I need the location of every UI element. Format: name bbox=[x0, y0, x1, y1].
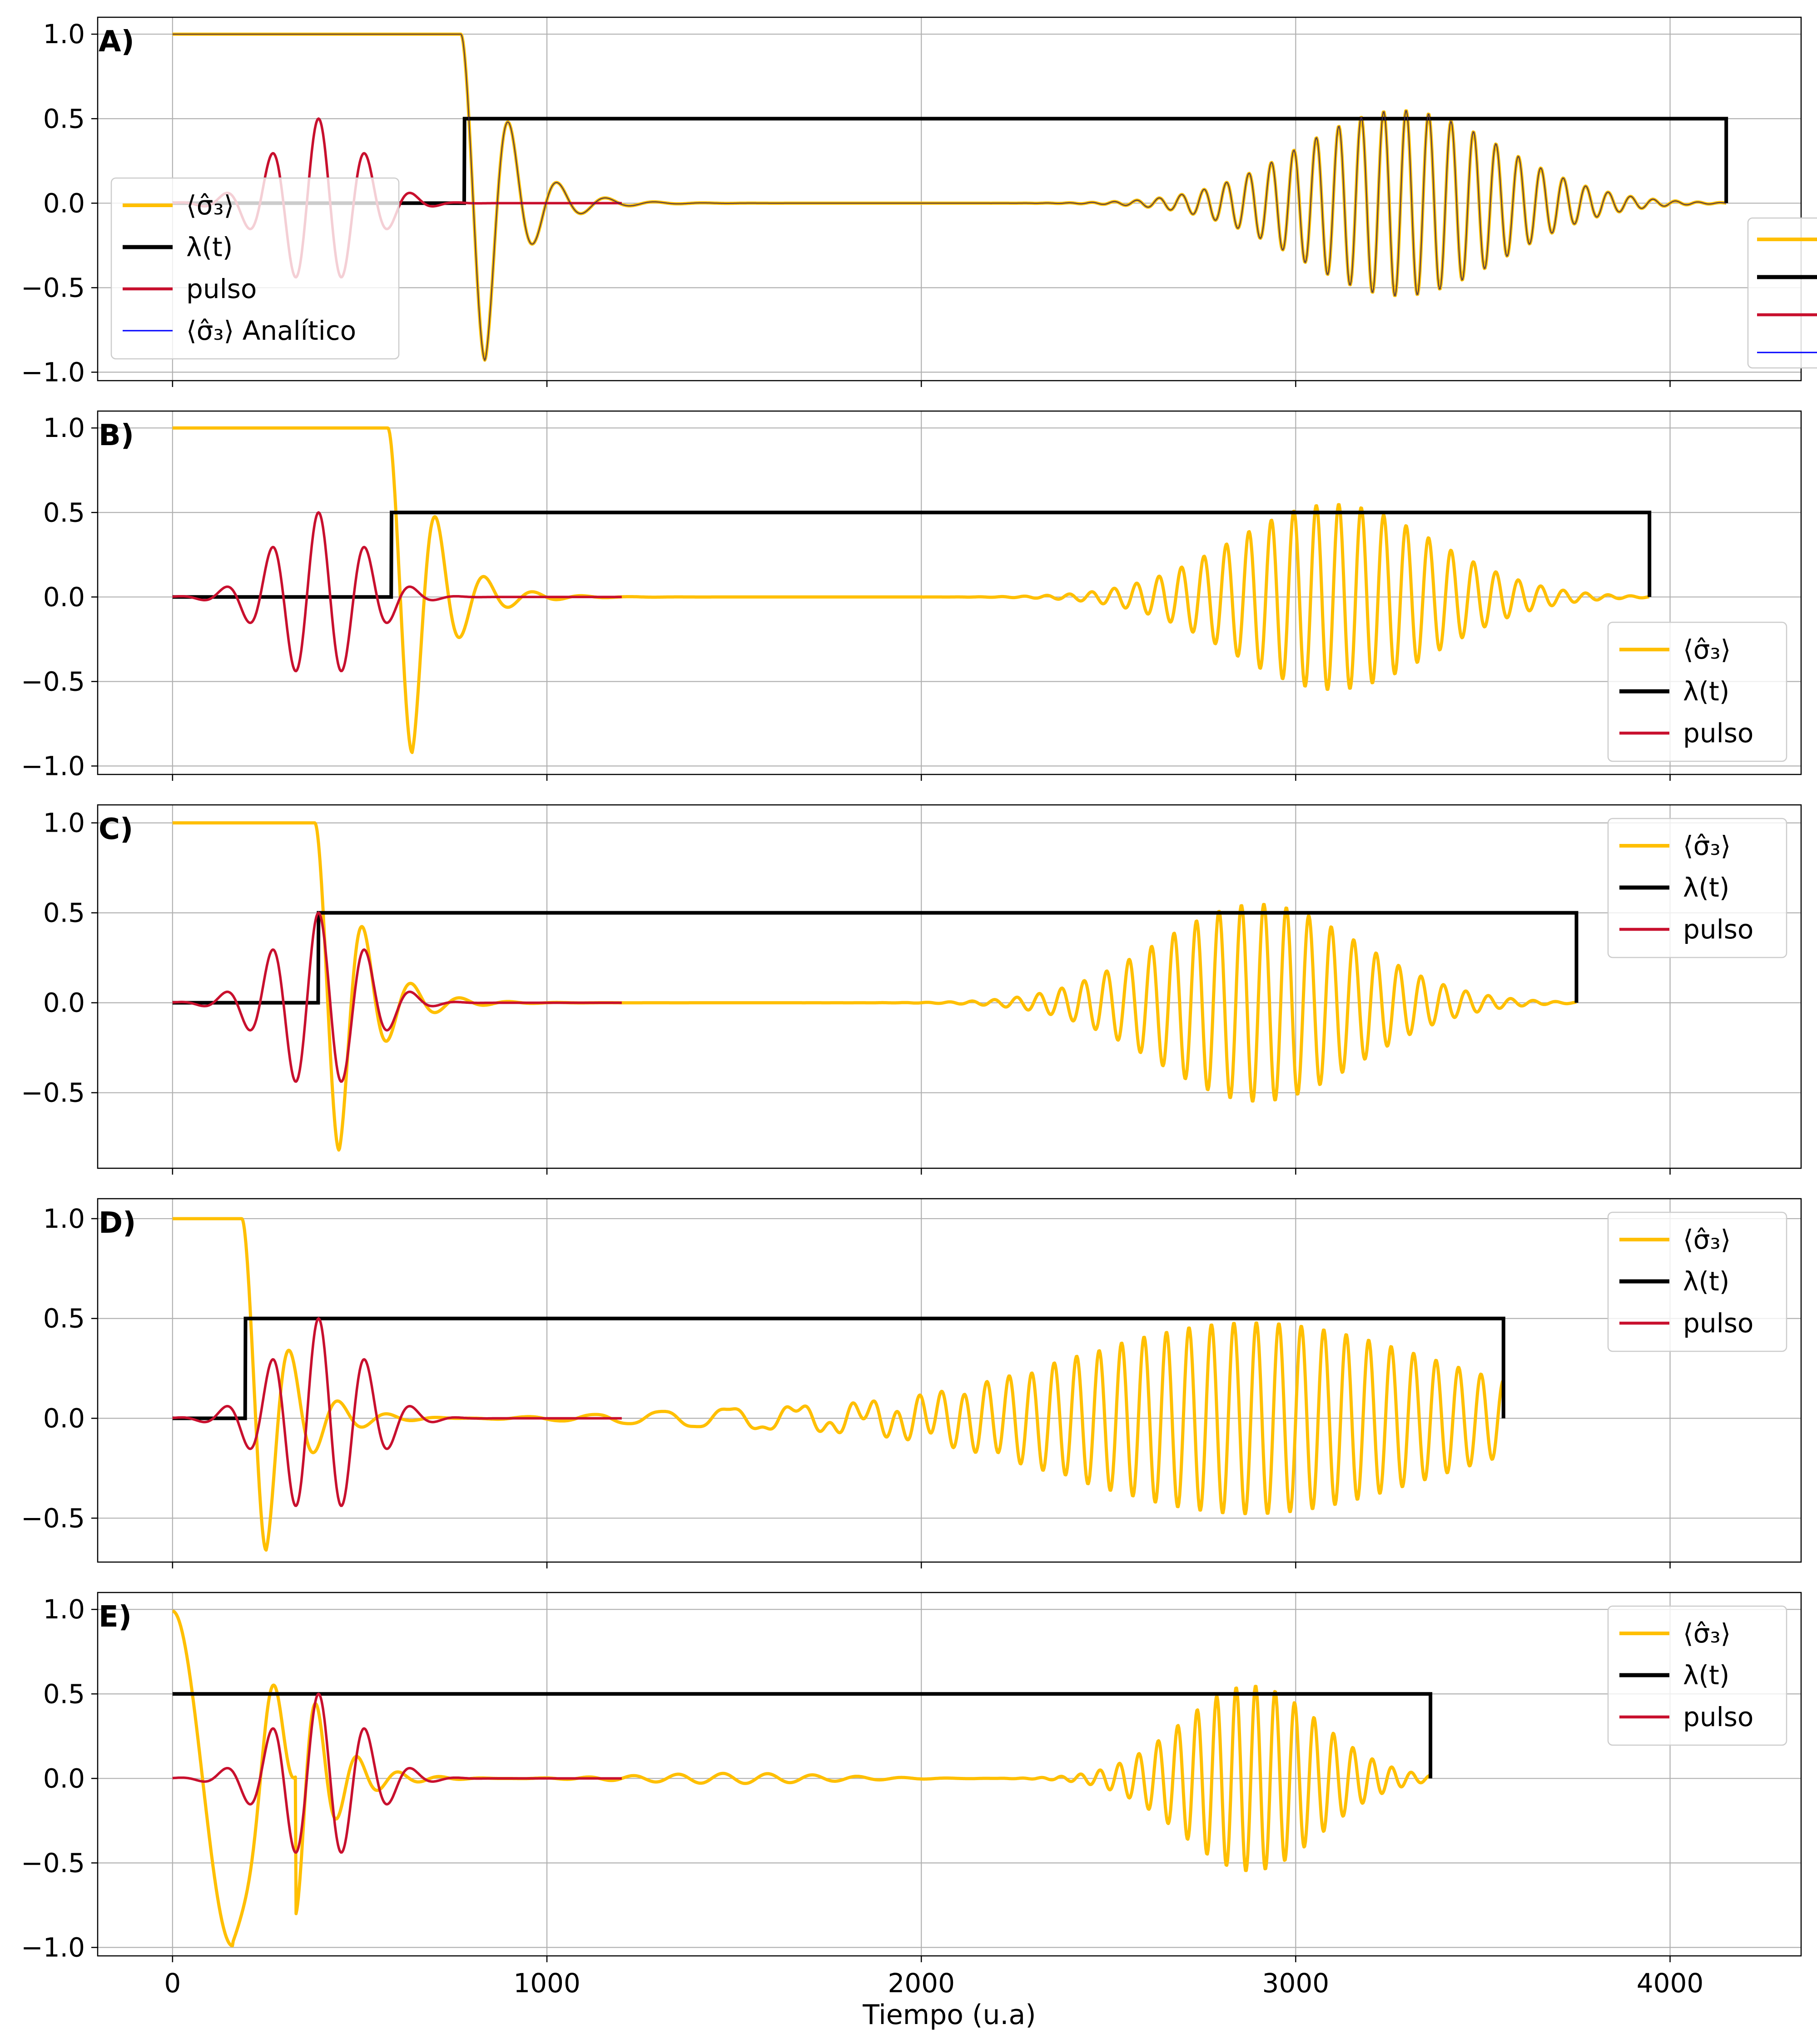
y-tick-label: 0.5 bbox=[43, 497, 85, 528]
y-tick-label: 1.0 bbox=[43, 1203, 85, 1234]
legend-label-pulso: pulso bbox=[1683, 1308, 1753, 1339]
legend-label-pulso: pulso bbox=[1683, 1702, 1753, 1732]
legend-frame bbox=[1607, 621, 1787, 762]
panel-label: A) bbox=[99, 25, 134, 59]
y-tick-label: 1.0 bbox=[43, 412, 85, 443]
legend-label-lambda: λ(t) bbox=[186, 232, 233, 263]
legend-label-sigma: ⟨σ̂₃⟩ bbox=[1683, 830, 1731, 861]
y-tick-label: 1.0 bbox=[43, 808, 85, 838]
plot-area bbox=[172, 821, 1579, 1152]
legend-label-lambda: λ(t) bbox=[1683, 676, 1729, 707]
legend-frame bbox=[1607, 1605, 1787, 1746]
y-tick-label: −0.5 bbox=[21, 666, 85, 697]
panel-label: B) bbox=[99, 419, 134, 452]
y-tick-label: 0.0 bbox=[43, 1763, 85, 1794]
y-tick-label: 0.0 bbox=[43, 1403, 85, 1434]
y-tick-label: 1.0 bbox=[43, 19, 85, 50]
series-lambda bbox=[172, 1316, 1505, 1420]
y-tick-label: 0.0 bbox=[43, 188, 85, 218]
y-tick-label: 1.0 bbox=[43, 1594, 85, 1625]
y-tick-label: −0.5 bbox=[21, 1503, 85, 1533]
plot-area bbox=[172, 1217, 1505, 1552]
legend-frame bbox=[1607, 818, 1787, 958]
panel-e: 1.0 0.5 0.0 −0.5 −1.0 E) ⟨σ̂₃⟩ λ(t) pulso bbox=[21, 1592, 1802, 1963]
legend-fragment-frame bbox=[1747, 217, 1817, 369]
y-tick-label: −1.0 bbox=[21, 1932, 85, 1963]
series-lambda bbox=[172, 911, 1579, 1005]
x-tick-label: 4000 bbox=[1637, 1968, 1704, 1999]
y-tick-label: 0.0 bbox=[43, 581, 85, 612]
legend-fragment-right bbox=[1747, 217, 1817, 369]
panel-a: 1.0 0.5 0.0 −0.5 −1.0 A) ⟨σ̂₃⟩ λ(t) pulso ⟨σ̂₃⟩ A… bbox=[21, 16, 1817, 387]
legend-label-lambda: λ(t) bbox=[1683, 1266, 1729, 1297]
axes-frame bbox=[97, 804, 1802, 1169]
x-tick-label: 0 bbox=[164, 1968, 181, 1999]
legend-label-lambda: λ(t) bbox=[1683, 872, 1729, 903]
panel-label: C) bbox=[99, 813, 133, 846]
series-pulso bbox=[172, 1692, 622, 1854]
axes-frame bbox=[97, 1198, 1802, 1563]
legend-frame bbox=[110, 177, 400, 360]
plot-area bbox=[172, 426, 1652, 754]
legend: ⟨σ̂₃⟩ λ(t) pulso bbox=[1607, 621, 1787, 762]
legend: ⟨σ̂₃⟩ λ(t) pulso bbox=[1607, 818, 1787, 958]
panel-label: E) bbox=[99, 1600, 132, 1634]
legend-label-sigma: ⟨σ̂₃⟩ bbox=[1683, 634, 1731, 665]
series-sigma3 bbox=[172, 1609, 1431, 1948]
panel-c: 1.0 0.5 0.0 −0.5 C) ⟨σ̂₃⟩ λ(t) pulso bbox=[21, 804, 1802, 1175]
axes-frame bbox=[97, 1592, 1802, 1957]
y-tick-label: −1.0 bbox=[21, 357, 85, 387]
series-pulso bbox=[172, 911, 622, 1083]
legend-label-lambda: λ(t) bbox=[1683, 1660, 1729, 1691]
panel-b: 1.0 0.5 0.0 −0.5 −1.0 B) ⟨σ̂₃⟩ λ(t) pulso bbox=[21, 410, 1802, 781]
legend-label-pulso: pulso bbox=[1683, 914, 1753, 945]
series-sigma3 bbox=[172, 426, 1650, 754]
series-lambda bbox=[172, 117, 1728, 205]
series-sigma3 bbox=[172, 821, 1578, 1152]
legend-label-sigma: ⟨σ̂₃⟩ bbox=[1683, 1224, 1731, 1255]
legend-label-pulso: pulso bbox=[186, 273, 257, 304]
series-sigma3 bbox=[172, 1217, 1505, 1552]
x-axis-label: Tiempo (u.a) bbox=[862, 1999, 1036, 2031]
legend-label-analitico: ⟨σ̂₃⟩ Analítico bbox=[186, 315, 356, 346]
y-tick-label: −0.5 bbox=[21, 1077, 85, 1108]
series-lambda bbox=[172, 511, 1652, 599]
legend: ⟨σ̂₃⟩ λ(t) pulso ⟨σ̂₃⟩ Analítico bbox=[110, 177, 400, 360]
plot-area bbox=[172, 1609, 1433, 1948]
plot-area bbox=[172, 32, 1728, 362]
y-tick-label: 0.5 bbox=[43, 898, 85, 928]
series-lambda bbox=[172, 1692, 1433, 1779]
series-sigma3-overlap bbox=[172, 33, 1727, 362]
y-tick-label: 0.0 bbox=[43, 987, 85, 1018]
axes-frame bbox=[97, 16, 1802, 382]
y-tick-label: −1.0 bbox=[21, 750, 85, 781]
legend: ⟨σ̂₃⟩ λ(t) pulso bbox=[1607, 1211, 1787, 1352]
y-tick-label: −0.5 bbox=[21, 272, 85, 303]
x-tick-label: 1000 bbox=[513, 1968, 581, 1999]
x-tick-label: 2000 bbox=[888, 1968, 955, 1999]
legend-label-sigma: ⟨σ̂₃⟩ bbox=[186, 190, 234, 221]
legend-label-sigma: ⟨σ̂₃⟩ bbox=[1683, 1618, 1731, 1649]
y-tick-label: 0.5 bbox=[43, 103, 85, 134]
axes-frame bbox=[97, 410, 1802, 775]
series-pulso bbox=[172, 511, 622, 673]
series-sigma3-analitico bbox=[172, 34, 1727, 362]
y-tick-label: −0.5 bbox=[21, 1847, 85, 1878]
legend: ⟨σ̂₃⟩ λ(t) pulso bbox=[1607, 1605, 1787, 1746]
series-sigma3 bbox=[172, 32, 1727, 362]
legend-frame bbox=[1607, 1211, 1787, 1352]
series-pulso bbox=[172, 1317, 622, 1507]
x-tick-label: 3000 bbox=[1262, 1968, 1330, 1999]
panel-d: 1.0 0.5 0.0 −0.5 D) ⟨σ̂₃⟩ λ(t) pulso bbox=[21, 1198, 1802, 1568]
y-tick-label: 0.5 bbox=[43, 1303, 85, 1334]
legend-label-pulso: pulso bbox=[1683, 718, 1753, 749]
y-tick-label: 0.5 bbox=[43, 1678, 85, 1709]
panel-label: D) bbox=[99, 1206, 136, 1240]
